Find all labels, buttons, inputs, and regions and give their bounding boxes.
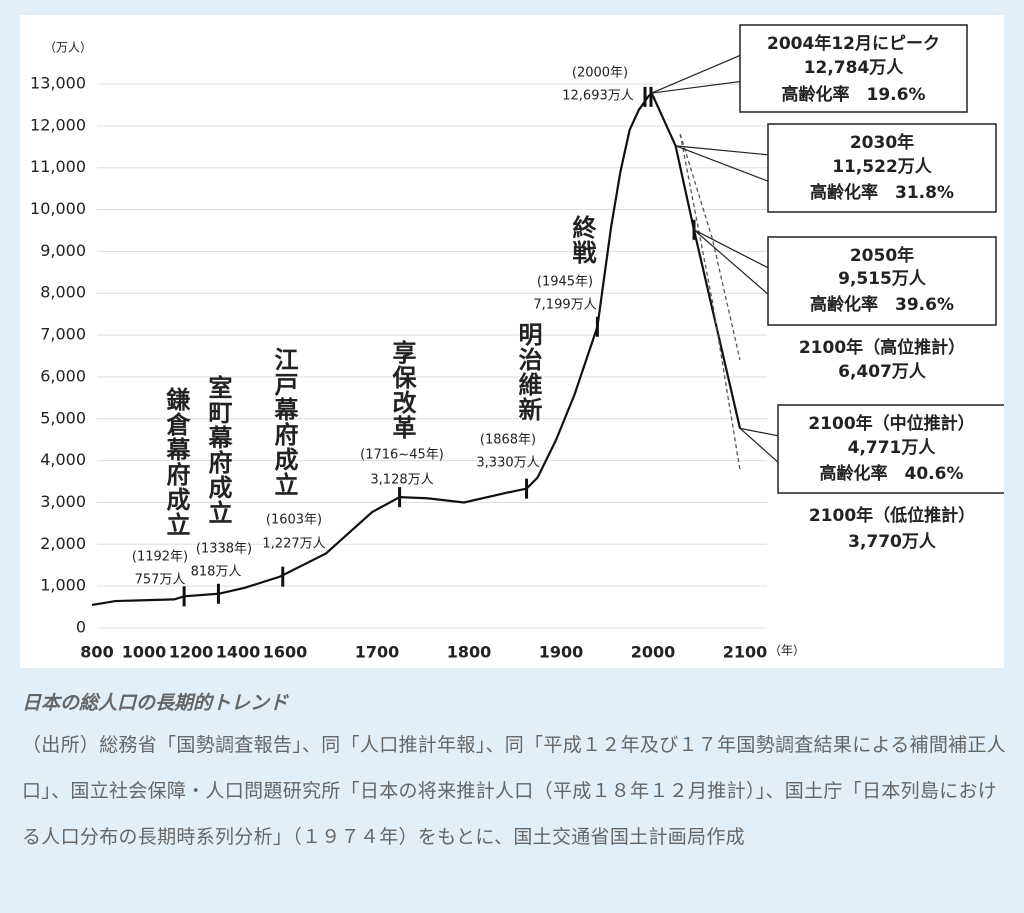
x-tick-label: 2100 xyxy=(723,643,768,662)
callout-leader xyxy=(739,427,779,437)
x-tick-label: 1400 xyxy=(216,643,261,662)
y-tick-label: 11,000 xyxy=(30,157,86,176)
y-tick-label: 3,000 xyxy=(40,492,86,511)
callout-text: 4,771万人 xyxy=(848,438,937,458)
callout-leader xyxy=(675,145,769,156)
callout-text: 高齢化率 39.6% xyxy=(810,294,954,315)
callout-text: 12,784万人 xyxy=(804,58,905,78)
x-tick-label: 1700 xyxy=(355,643,400,662)
y-tick-label: 6,000 xyxy=(40,366,86,385)
y-tick-label: 4,000 xyxy=(40,450,86,469)
callout-leader xyxy=(739,427,779,463)
callout-leader xyxy=(693,229,769,269)
callout-text: 9,515万人 xyxy=(838,269,927,289)
event-label: 明治維新 xyxy=(514,322,542,422)
callout-leader xyxy=(693,229,769,295)
x-tick-label: 1900 xyxy=(539,643,584,662)
y-tick-label: 9,000 xyxy=(40,241,86,260)
y-tick-label: 2,000 xyxy=(40,534,86,553)
callout-text: 2100年（低位推計） xyxy=(809,505,975,526)
y-tick-label: 7,000 xyxy=(40,325,86,344)
caption-title: 日本の総人口の長期的トレンド xyxy=(22,692,289,714)
callout-leader xyxy=(675,145,769,182)
event-value: 1,227万人 xyxy=(262,537,325,552)
event-value: 3,128万人 xyxy=(370,473,433,488)
callout-text: 高齢化率 40.6% xyxy=(820,463,964,484)
callout-text: 2100年（高位推計） xyxy=(799,337,965,358)
event-value: 757万人 xyxy=(135,573,186,588)
x-tick-label: 1600 xyxy=(263,643,308,662)
callout-text: 6,407万人 xyxy=(838,362,927,382)
caption-source: （出所）総務省「国勢調査報告」、同「人口推計年報」、同「平成１２年及び１７年国勢… xyxy=(22,734,1007,848)
y-tick-label: 1,000 xyxy=(40,576,86,595)
event-value: 3,330万人 xyxy=(476,456,539,471)
callout-text: 2030年 xyxy=(850,132,914,153)
event-year: (2000年) xyxy=(572,66,628,81)
x-unit-label: （年） xyxy=(769,644,805,658)
event-year: (1603年) xyxy=(266,513,322,528)
callout-box xyxy=(739,24,968,113)
y-tick-label: 13,000 xyxy=(30,74,86,93)
event-label: 室町幕府成立 xyxy=(204,374,233,525)
event-label: 江戸幕府成立 xyxy=(270,347,299,497)
event-year: (1868年) xyxy=(480,433,536,448)
y-tick-label: 10,000 xyxy=(30,199,86,218)
event-label: 終戦 xyxy=(568,214,596,265)
y-tick-label: 8,000 xyxy=(40,283,86,302)
event-year: (1192年) xyxy=(132,550,188,565)
x-tick-label: 1000 xyxy=(122,643,167,662)
callout-text: 2004年12月にピーク xyxy=(767,33,940,54)
projection-line xyxy=(679,134,741,471)
callout-leader xyxy=(651,80,741,94)
callout-text: 高齢化率 31.8% xyxy=(810,182,954,203)
event-value: 12,693万人 xyxy=(562,89,634,104)
callout-text: 2050年 xyxy=(850,245,914,266)
x-tick-label: 800 xyxy=(80,643,113,662)
callout-text: 高齢化率 19.6% xyxy=(782,84,926,105)
event-year: (1338年) xyxy=(196,542,252,557)
callout-box xyxy=(777,404,1004,494)
y-tick-label: 12,000 xyxy=(30,115,86,134)
callout-box xyxy=(767,236,997,326)
event-year: (1716~45年) xyxy=(360,448,444,463)
x-tick-label: 1800 xyxy=(447,643,492,662)
callout-text: 11,522万人 xyxy=(832,157,933,177)
callout-leader xyxy=(651,54,741,94)
y-tick-label: 5,000 xyxy=(40,408,86,427)
chart: （万人） （年） 0 1,000 2,000 3,000 4,000 5,000 6,000 7,… xyxy=(20,15,1004,668)
event-year: (1945年) xyxy=(537,275,593,290)
x-tick-label: 2000 xyxy=(631,643,676,662)
event-value: 818万人 xyxy=(191,565,242,580)
callout-box xyxy=(767,123,997,213)
callout-text: 3,770万人 xyxy=(848,532,937,552)
x-tick-label: 1200 xyxy=(169,643,214,662)
event-label: 鎌倉幕府成立 xyxy=(162,386,191,537)
event-label: 享保改革 xyxy=(388,339,417,440)
event-value: 7,199万人 xyxy=(533,298,596,313)
y-tick-label: 0 xyxy=(76,618,86,637)
projection-line xyxy=(679,134,741,361)
y-unit-label: （万人） xyxy=(44,41,92,55)
callout-text: 2100年（中位推計） xyxy=(808,413,974,434)
